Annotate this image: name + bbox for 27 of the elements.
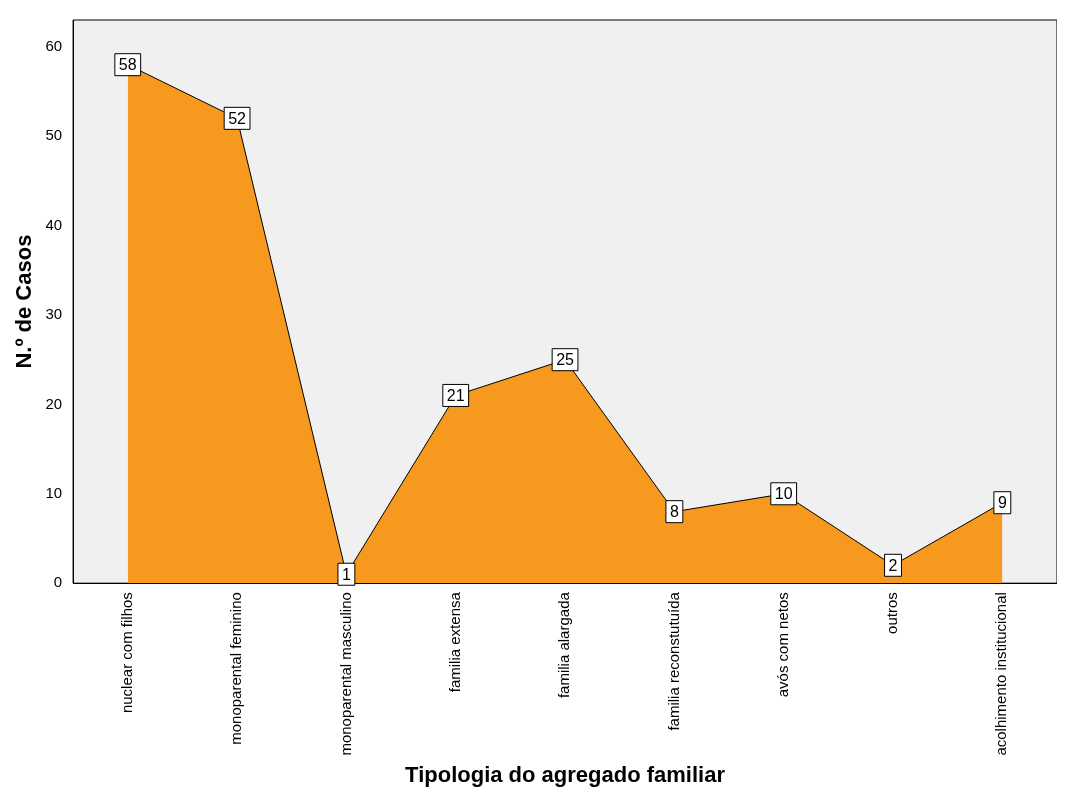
x-tick-label: familia alargada <box>555 591 573 699</box>
x-axis-title: Tipologia do agregado familiar <box>405 761 726 787</box>
y-axis-title: N.º de Casos <box>11 234 37 369</box>
data-label: 9 <box>997 494 1007 512</box>
x-tick-label: monoparental feminino <box>227 592 245 745</box>
y-tick-label: 40 <box>45 215 63 233</box>
data-label: 52 <box>228 109 247 127</box>
y-tick-label: 20 <box>45 394 63 412</box>
x-tick-label: monoparental masculino <box>336 592 354 756</box>
x-tick-label: outros <box>883 592 901 634</box>
data-label: 21 <box>446 386 465 404</box>
x-tick-label: familia extensa <box>445 591 463 693</box>
data-label: 2 <box>888 556 898 574</box>
x-tick-label: avós com netos <box>773 592 791 698</box>
data-label: 10 <box>774 485 793 503</box>
data-label: 1 <box>341 565 351 583</box>
x-tick-label: familia reconstutuída <box>664 591 682 731</box>
x-tick-label: nuclear com filhos <box>117 592 135 714</box>
y-tick-label: 0 <box>53 573 63 591</box>
data-label: 58 <box>118 56 137 74</box>
y-tick-label: 50 <box>45 126 63 144</box>
data-label: 25 <box>556 351 575 369</box>
x-tick-label: acolhimento institucional <box>992 592 1010 756</box>
data-label: 8 <box>669 503 679 521</box>
y-tick-label: 10 <box>45 483 63 501</box>
y-tick-label: 30 <box>45 305 63 323</box>
y-tick-label: 60 <box>45 36 63 54</box>
